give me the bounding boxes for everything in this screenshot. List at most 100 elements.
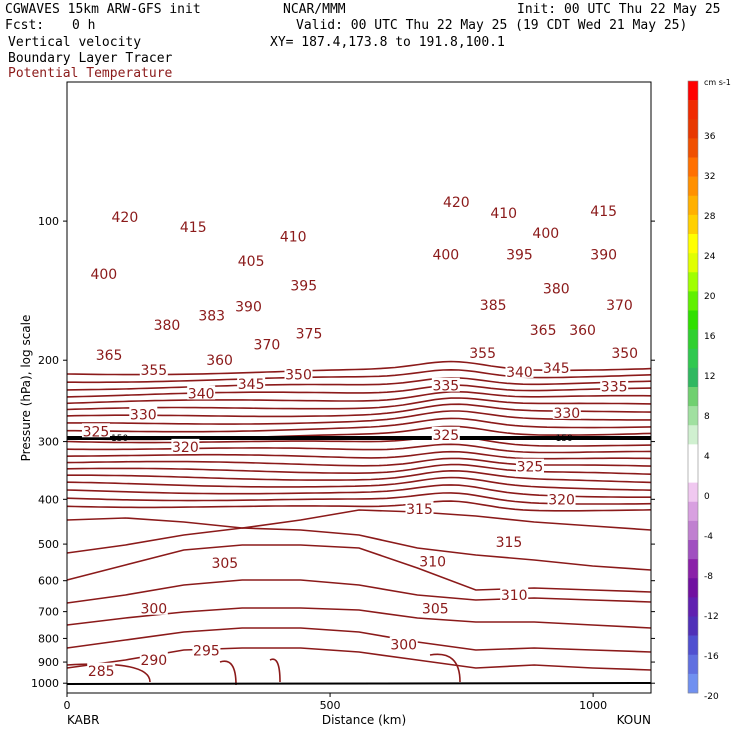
colorbar-swatch bbox=[688, 138, 698, 158]
contour-label-bg bbox=[418, 553, 447, 568]
x-right-station: KOUN bbox=[617, 713, 651, 727]
colorbar-label: 20 bbox=[704, 292, 716, 302]
contour-label-bg bbox=[605, 297, 634, 312]
contour-label: 405 bbox=[238, 254, 265, 270]
colorbar-swatch bbox=[688, 100, 698, 120]
contour-label: 400 bbox=[532, 226, 559, 242]
contour-label-bg bbox=[139, 600, 168, 615]
colorbar-swatch bbox=[688, 406, 698, 426]
contour-label: 350 bbox=[611, 346, 638, 362]
contour-label: 355 bbox=[469, 346, 496, 362]
isentrope-line bbox=[66, 397, 652, 411]
contour-label-bg bbox=[139, 651, 168, 666]
contour-label: 315 bbox=[406, 502, 433, 518]
isentrope-line bbox=[66, 627, 652, 653]
contour-label: 290 bbox=[140, 653, 167, 669]
contour-label-bg bbox=[95, 347, 124, 362]
colorbar-label: -8 bbox=[704, 572, 713, 582]
contour-label-bg bbox=[479, 297, 508, 312]
colorbar-label: 8 bbox=[704, 412, 710, 422]
isentrope-line bbox=[66, 391, 652, 405]
colorbar-label: 0 bbox=[704, 492, 710, 502]
contour-label-bg bbox=[515, 458, 544, 473]
colorbar-unit: cm s-1 bbox=[704, 78, 731, 87]
isentrope-line bbox=[66, 663, 151, 683]
tropopause-marker: 150 bbox=[556, 434, 573, 444]
colorbar-swatch bbox=[688, 540, 698, 560]
isentrope-line bbox=[66, 376, 652, 391]
isentrope-line bbox=[66, 500, 652, 512]
terrain-line bbox=[66, 682, 652, 685]
contour-label: 360 bbox=[206, 353, 233, 369]
colorbar-swatch bbox=[688, 272, 698, 292]
contour-label: 415 bbox=[180, 220, 207, 236]
field-vertical-velocity: Vertical velocity bbox=[8, 35, 142, 50]
colorbar: cm s-1 36 32 28 24 20 16 12 8 4 0 -4 -8 -12 -16 -20 bbox=[687, 78, 731, 702]
colorbar-label: 4 bbox=[704, 452, 710, 462]
isentrope-line bbox=[67, 410, 651, 425]
contour-label: 420 bbox=[112, 210, 139, 226]
contour-label: 370 bbox=[254, 338, 281, 354]
contour-label-bg bbox=[389, 636, 418, 651]
contour-label-bg bbox=[431, 426, 460, 441]
contour-label-bg bbox=[405, 501, 434, 516]
contour-label-bg bbox=[505, 246, 534, 261]
contour-label-bg bbox=[237, 253, 266, 268]
plot-frame bbox=[66, 81, 652, 694]
model-title: CGWAVES 15km ARW-GFS init bbox=[5, 2, 201, 17]
y-tick-label: 1000 bbox=[31, 677, 59, 690]
colorbar-swatch bbox=[688, 578, 698, 598]
contour-label: 395 bbox=[506, 247, 533, 263]
colorbar-swatch bbox=[688, 520, 698, 541]
contour-label-bg bbox=[431, 377, 460, 392]
isentrope-line bbox=[66, 457, 652, 467]
contour-label-bg bbox=[547, 491, 576, 506]
contour-label: 375 bbox=[296, 326, 323, 342]
contour-label: 320 bbox=[548, 492, 575, 508]
contour-label-bg bbox=[197, 307, 226, 322]
colorbar-swatch bbox=[688, 635, 698, 656]
y-tick-label: 400 bbox=[38, 493, 59, 506]
contour-label: 305 bbox=[211, 556, 238, 572]
contour-label: 285 bbox=[88, 664, 115, 680]
isentrope-line bbox=[66, 527, 652, 571]
isentrope-line bbox=[219, 660, 237, 686]
contour-label-bg bbox=[531, 224, 560, 239]
init-time: Init: 00 UTC Thu 22 May 25 bbox=[517, 2, 721, 17]
contour-label: 340 bbox=[188, 386, 215, 402]
contour-label: 335 bbox=[432, 379, 459, 395]
contour-label-bg bbox=[494, 534, 523, 549]
contour-label-bg bbox=[552, 404, 581, 419]
tropopause-marker: 150 bbox=[111, 434, 128, 444]
y-axis-label: Pressure (hPa), log scale bbox=[19, 315, 33, 462]
contour-label: 410 bbox=[490, 206, 517, 222]
y-tick-label: 800 bbox=[38, 632, 59, 645]
contour-label-bg bbox=[295, 325, 324, 340]
contour-label: 390 bbox=[590, 247, 617, 263]
contour-label-bg bbox=[192, 642, 221, 657]
y-tick-label: 500 bbox=[38, 538, 59, 551]
colorbar-swatch bbox=[688, 444, 698, 464]
contour-label-bg bbox=[171, 438, 200, 453]
contour-label-bg bbox=[505, 363, 534, 378]
contour-label: 400 bbox=[90, 267, 117, 283]
contour-label: 325 bbox=[517, 460, 544, 476]
y-tick-label: 200 bbox=[38, 354, 59, 367]
y-tick-label: 300 bbox=[38, 436, 59, 449]
contour-label-bg bbox=[600, 378, 629, 393]
colorbar-swatch bbox=[688, 463, 698, 483]
colorbar-swatch bbox=[688, 616, 698, 636]
colorbar-swatch bbox=[688, 559, 698, 579]
contour-label: 365 bbox=[530, 323, 557, 339]
y-tick-label: 600 bbox=[38, 575, 59, 588]
isentrope-line bbox=[66, 443, 652, 454]
contour-label: 380 bbox=[154, 318, 181, 334]
isentrope-line bbox=[66, 579, 652, 604]
valid-time: Valid: 00 UTC Thu 22 May 25 (19 CDT Wed … bbox=[296, 18, 688, 33]
contour-label: 350 bbox=[285, 368, 312, 384]
contour-label: 310 bbox=[501, 588, 528, 604]
isentrope-line bbox=[269, 658, 281, 683]
colorbar-swatch bbox=[688, 501, 698, 522]
isentrope-line bbox=[429, 653, 461, 683]
